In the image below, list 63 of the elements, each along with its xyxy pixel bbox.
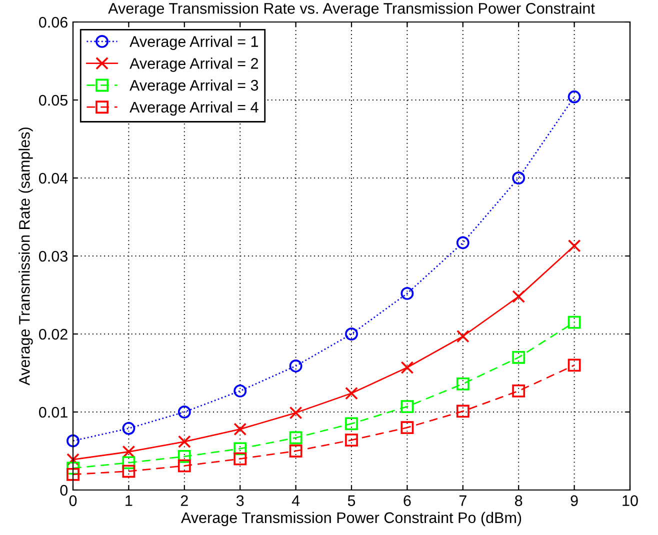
point <box>345 434 358 447</box>
point <box>234 384 247 398</box>
point <box>289 406 302 420</box>
point <box>178 435 191 448</box>
x-tick-label: 8 <box>515 495 522 506</box>
point <box>512 384 526 398</box>
point <box>512 350 526 364</box>
point <box>345 386 358 400</box>
legend-label: Average Arrival = 2 <box>130 58 258 72</box>
point <box>122 445 136 458</box>
point <box>512 172 526 184</box>
point <box>234 422 247 436</box>
x-tick-label: 0 <box>69 495 77 506</box>
point <box>122 456 136 470</box>
point <box>234 442 247 456</box>
point <box>456 404 470 418</box>
legend-label: Average Arrival = 1 <box>130 36 258 50</box>
x-tick-label: 10 <box>622 495 638 506</box>
y-tick-label: 0.02 <box>39 328 68 340</box>
x-tick-label: 2 <box>180 495 188 506</box>
point <box>289 444 302 458</box>
point <box>289 431 302 444</box>
x-tick-label: 7 <box>459 495 466 506</box>
point <box>178 450 191 463</box>
y-axis-title: Average Transmission Rate (samples) <box>18 128 33 386</box>
x-tick-label: 5 <box>348 495 356 506</box>
x-tick-label: 6 <box>404 495 411 506</box>
point <box>345 328 358 340</box>
point <box>178 406 191 418</box>
point <box>234 452 247 466</box>
point <box>345 417 358 430</box>
point <box>122 464 136 478</box>
y-tick-label: 0.05 <box>39 94 68 106</box>
point <box>568 239 581 252</box>
point <box>456 330 470 343</box>
point <box>456 236 470 250</box>
x-tick-label: 1 <box>126 495 132 506</box>
x-axis-title: Average Transmission Power Constraint Po (dBm) <box>181 512 522 526</box>
y-tick-label: 0.01 <box>39 406 68 418</box>
chart-title: Average Transmission Rate vs. Average Transmission Power Constraint <box>108 2 595 17</box>
point <box>568 316 581 329</box>
y-tick-label: 0.03 <box>39 250 68 262</box>
point <box>456 377 470 390</box>
y-tick-label: 0.04 <box>39 172 68 184</box>
point <box>568 90 581 104</box>
y-tick-label: 0 <box>60 484 68 496</box>
legend-label: Average Arrival = 4 <box>130 101 258 116</box>
legend-label: Average Arrival = 3 <box>130 80 258 94</box>
point <box>66 462 80 475</box>
point <box>178 459 191 472</box>
y-tick-label: 0.06 <box>39 16 68 28</box>
point <box>400 421 414 434</box>
x-tick-label: 3 <box>236 495 244 506</box>
point <box>66 468 80 481</box>
point <box>400 286 414 300</box>
point <box>66 434 80 448</box>
point <box>400 400 414 413</box>
point <box>289 360 302 372</box>
point <box>568 358 581 372</box>
point <box>122 422 136 435</box>
x-tick-label: 4 <box>292 495 300 506</box>
point <box>400 361 414 374</box>
x-tick-label: 9 <box>570 495 578 506</box>
